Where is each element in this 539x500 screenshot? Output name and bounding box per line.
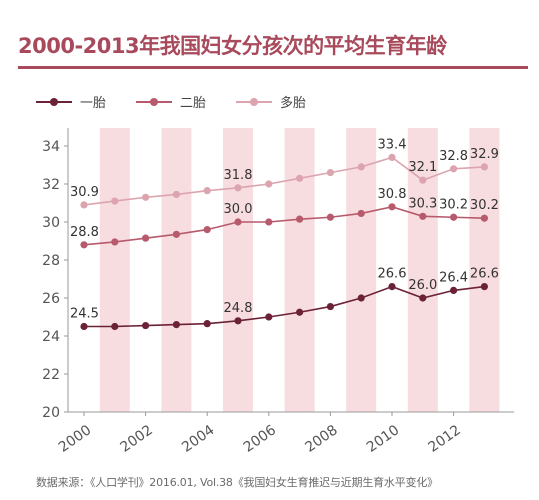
x-tick-label-2010: 2010: [364, 422, 402, 456]
data-point-multiple-birth-2013: [480, 163, 488, 171]
data-point-second-birth-2003: [172, 230, 180, 238]
data-point-second-birth-2012: [450, 213, 458, 221]
data-label-second-birth-2012: 30.2: [439, 197, 468, 212]
data-label-first-birth-2010: 26.6: [378, 267, 407, 282]
data-point-first-birth-2004: [203, 320, 211, 328]
x-tick-label-2006: 2006: [241, 422, 279, 456]
series-line-multiple-birth: [83, 156, 485, 206]
data-point-first-birth-2007: [296, 308, 304, 316]
data-point-multiple-birth-2004: [203, 187, 211, 195]
background-stripe-2001: [99, 128, 130, 412]
data-point-multiple-birth-2010: [388, 153, 396, 161]
data-label-second-birth-2005: 30.0: [224, 202, 253, 217]
x-tick-label-2000: 2000: [56, 422, 94, 456]
data-label-second-birth-2010: 30.8: [378, 187, 407, 202]
data-point-second-birth-2001: [111, 238, 119, 246]
data-point-first-birth-2011: [419, 294, 427, 302]
x-tick-label-2012: 2012: [426, 422, 464, 456]
y-tick-label-24: 24: [42, 329, 60, 345]
data-point-second-birth-2002: [142, 234, 150, 242]
chart-title: 2000-2013年我国妇女分孩次的平均生育年龄: [18, 34, 447, 58]
x-tick-label-2008: 2008: [302, 422, 340, 456]
data-point-second-birth-2007: [296, 215, 304, 223]
data-point-second-birth-2011: [419, 212, 427, 220]
data-point-multiple-birth-2002: [142, 193, 150, 201]
data-point-second-birth-2005: [234, 218, 242, 226]
background-stripe-2007: [284, 128, 315, 412]
data-point-multiple-birth-2003: [172, 190, 180, 199]
legend-dot-multiple-birth: [250, 98, 258, 106]
data-point-first-birth-2006: [265, 313, 273, 321]
data-point-second-birth-2009: [357, 209, 365, 218]
legend-dot-second-birth: [150, 98, 158, 106]
data-point-multiple-birth-2011: [419, 176, 427, 184]
data-point-first-birth-2013: [480, 283, 488, 291]
data-point-second-birth-2006: [265, 218, 273, 226]
legend-label-first-birth: 一胎: [80, 96, 107, 111]
data-label-multiple-birth-2005: 31.8: [224, 168, 253, 183]
data-point-multiple-birth-2008: [326, 169, 334, 177]
y-tick-label-32: 32: [42, 177, 60, 193]
y-tick-label-26: 26: [42, 291, 60, 307]
background-stripe-2005: [223, 128, 253, 412]
data-point-first-birth-2010: [388, 283, 396, 291]
y-tick-label-28: 28: [42, 253, 60, 269]
legend-label-multiple-birth: 多胎: [280, 96, 307, 111]
data-point-second-birth-2004: [203, 226, 211, 234]
data-point-second-birth-2010: [388, 203, 396, 211]
x-tick-label-2002: 2002: [118, 422, 156, 456]
data-label-first-birth-2005: 24.8: [224, 301, 253, 316]
data-point-first-birth-2009: [357, 294, 365, 302]
data-label-second-birth-2000: 28.8: [70, 225, 99, 240]
data-point-first-birth-2002: [142, 321, 150, 330]
legend-label-second-birth: 二胎: [180, 96, 207, 111]
x-tick-label-2004: 2004: [179, 422, 217, 456]
background-stripe-2013: [469, 128, 500, 412]
data-label-first-birth-2013: 26.6: [470, 267, 499, 282]
data-point-second-birth-2013: [480, 214, 488, 222]
data-label-multiple-birth-2012: 32.8: [439, 149, 468, 164]
data-label-first-birth-2000: 24.5: [70, 307, 99, 322]
y-tick-label-20: 20: [42, 405, 60, 421]
data-label-multiple-birth-2011: 32.1: [408, 160, 437, 175]
data-point-multiple-birth-2000: [80, 201, 88, 209]
data-point-multiple-birth-2001: [111, 197, 119, 205]
data-point-multiple-birth-2006: [265, 180, 273, 188]
y-tick-label-22: 22: [42, 367, 60, 383]
y-tick-label-34: 34: [42, 139, 60, 155]
background-stripe-2011: [407, 128, 438, 412]
data-point-second-birth-2008: [326, 213, 334, 221]
background-stripe-2009: [346, 128, 377, 412]
data-point-first-birth-2005: [234, 317, 242, 325]
data-label-first-birth-2011: 26.0: [408, 278, 437, 293]
data-point-first-birth-2012: [450, 286, 458, 294]
data-point-first-birth-2008: [326, 302, 334, 311]
line-chart: 20 22 24 26 28 30 32 34 2000 2002 2004 2006 2008 2010…: [42, 128, 514, 456]
data-label-second-birth-2013: 30.2: [470, 198, 499, 213]
series-line-first-birth: [84, 285, 485, 328]
legend-dot-first-birth: [50, 98, 58, 106]
data-point-multiple-birth-2007: [296, 174, 304, 182]
series-line-second-birth: [83, 205, 485, 246]
data-label-first-birth-2012: 26.4: [439, 270, 468, 285]
data-point-multiple-birth-2005: [234, 184, 242, 192]
data-point-first-birth-2000: [80, 322, 88, 331]
data-point-first-birth-2001: [111, 322, 119, 331]
data-point-multiple-birth-2009: [357, 163, 365, 171]
y-tick-label-30: 30: [42, 215, 60, 231]
title-underline: [18, 66, 528, 69]
data-source-note: 数据来源：《人口学刊》2016.01, Vol.38《我国妇女生育推迟与近期生育…: [36, 476, 438, 489]
data-label-multiple-birth-2010: 33.4: [378, 137, 407, 152]
data-label-second-birth-2011: 30.3: [408, 196, 437, 211]
data-label-multiple-birth-2000: 30.9: [70, 185, 99, 200]
data-point-first-birth-2003: [172, 321, 180, 329]
data-label-multiple-birth-2013: 32.9: [470, 147, 499, 162]
background-stripe-2003: [161, 128, 192, 412]
data-point-second-birth-2000: [80, 241, 88, 249]
data-point-multiple-birth-2012: [450, 165, 458, 173]
